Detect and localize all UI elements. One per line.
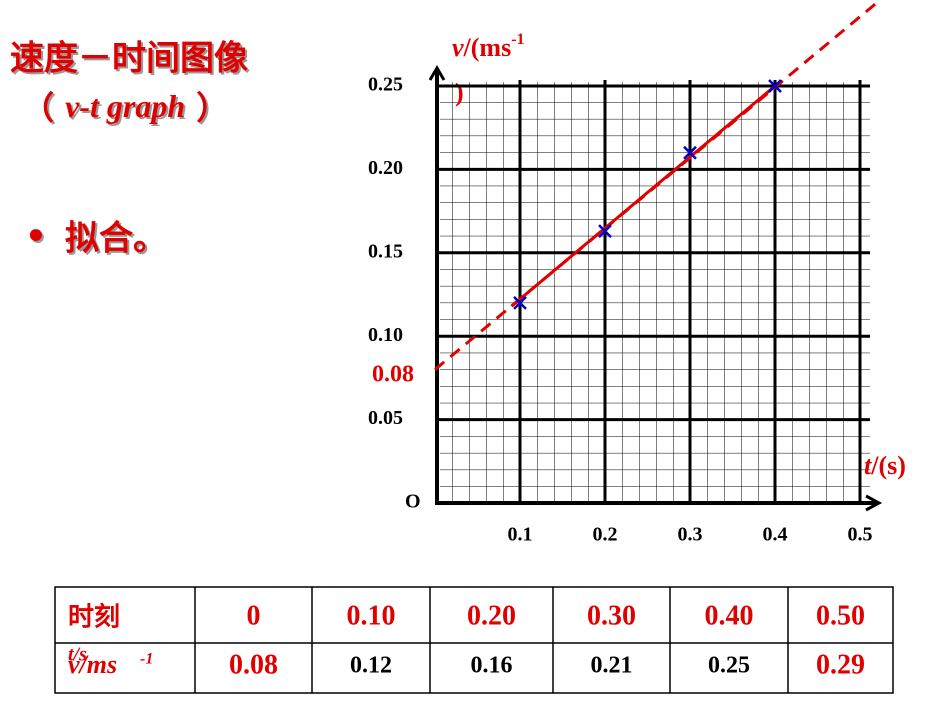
x-axis-label: t/(s) bbox=[864, 451, 906, 480]
cell: 0.29 bbox=[816, 649, 865, 680]
y-arrow bbox=[428, 65, 446, 81]
row-unit-exp: -1 bbox=[140, 651, 153, 668]
x-tick-label: 0.4 bbox=[763, 524, 788, 546]
x-tick-label: 0.2 bbox=[593, 524, 618, 546]
y-tick-label: 0.25 bbox=[368, 74, 403, 96]
x-tick-label: 0.1 bbox=[508, 524, 533, 546]
cell: 0.12 bbox=[350, 653, 392, 679]
annotation: 0.08 bbox=[372, 362, 414, 388]
data-point bbox=[513, 295, 527, 310]
x-tick-label: 0.5 bbox=[848, 524, 873, 546]
table-border bbox=[54, 586, 894, 694]
row-label: 时刻 bbox=[68, 602, 120, 633]
cell: 0.50 bbox=[816, 600, 865, 631]
data-point bbox=[598, 224, 612, 238]
y-tick-label: 0.05 bbox=[368, 407, 403, 429]
cell: 0.25 bbox=[708, 653, 750, 679]
bullet-dot: • bbox=[25, 217, 47, 257]
y-tick-label: 0.15 bbox=[368, 240, 403, 262]
x-arrow bbox=[865, 494, 883, 512]
cell: 0.08 bbox=[229, 649, 278, 680]
cell: 0.10 bbox=[347, 600, 396, 631]
data-point bbox=[683, 145, 697, 160]
row-unit: t/s bbox=[68, 644, 87, 666]
data-point bbox=[768, 79, 782, 93]
y-tick-label: 0.20 bbox=[368, 157, 403, 179]
row-label: v/ms bbox=[68, 650, 117, 679]
y-tick-label: 0.10 bbox=[368, 324, 403, 346]
cell: 0.30 bbox=[587, 600, 636, 631]
slide-title: 速度－时间图像 bbox=[10, 39, 248, 79]
bullet-text: 拟合。 bbox=[65, 219, 167, 259]
x-tick-label: 0.3 bbox=[678, 524, 703, 546]
cell: 0.20 bbox=[467, 600, 516, 631]
y-axis-label: v/(ms-1 bbox=[452, 31, 525, 62]
cell: 0.16 bbox=[471, 653, 513, 679]
y-axis-label-close: ) bbox=[455, 78, 464, 107]
table: 时刻 0 0.10 0.20 0.30 0.40 0.50 v/ms 0.08 0.12 0.16 0… bbox=[54, 586, 894, 694]
minor-grid bbox=[440, 82, 870, 503]
slide-subtitle: （ v-t graph ） bbox=[22, 88, 228, 127]
fit-line bbox=[510, 84, 776, 308]
cell: 0 bbox=[247, 600, 261, 631]
cell: 0.40 bbox=[705, 600, 754, 631]
origin-label: O bbox=[405, 491, 421, 513]
cell: 0.21 bbox=[591, 653, 633, 679]
